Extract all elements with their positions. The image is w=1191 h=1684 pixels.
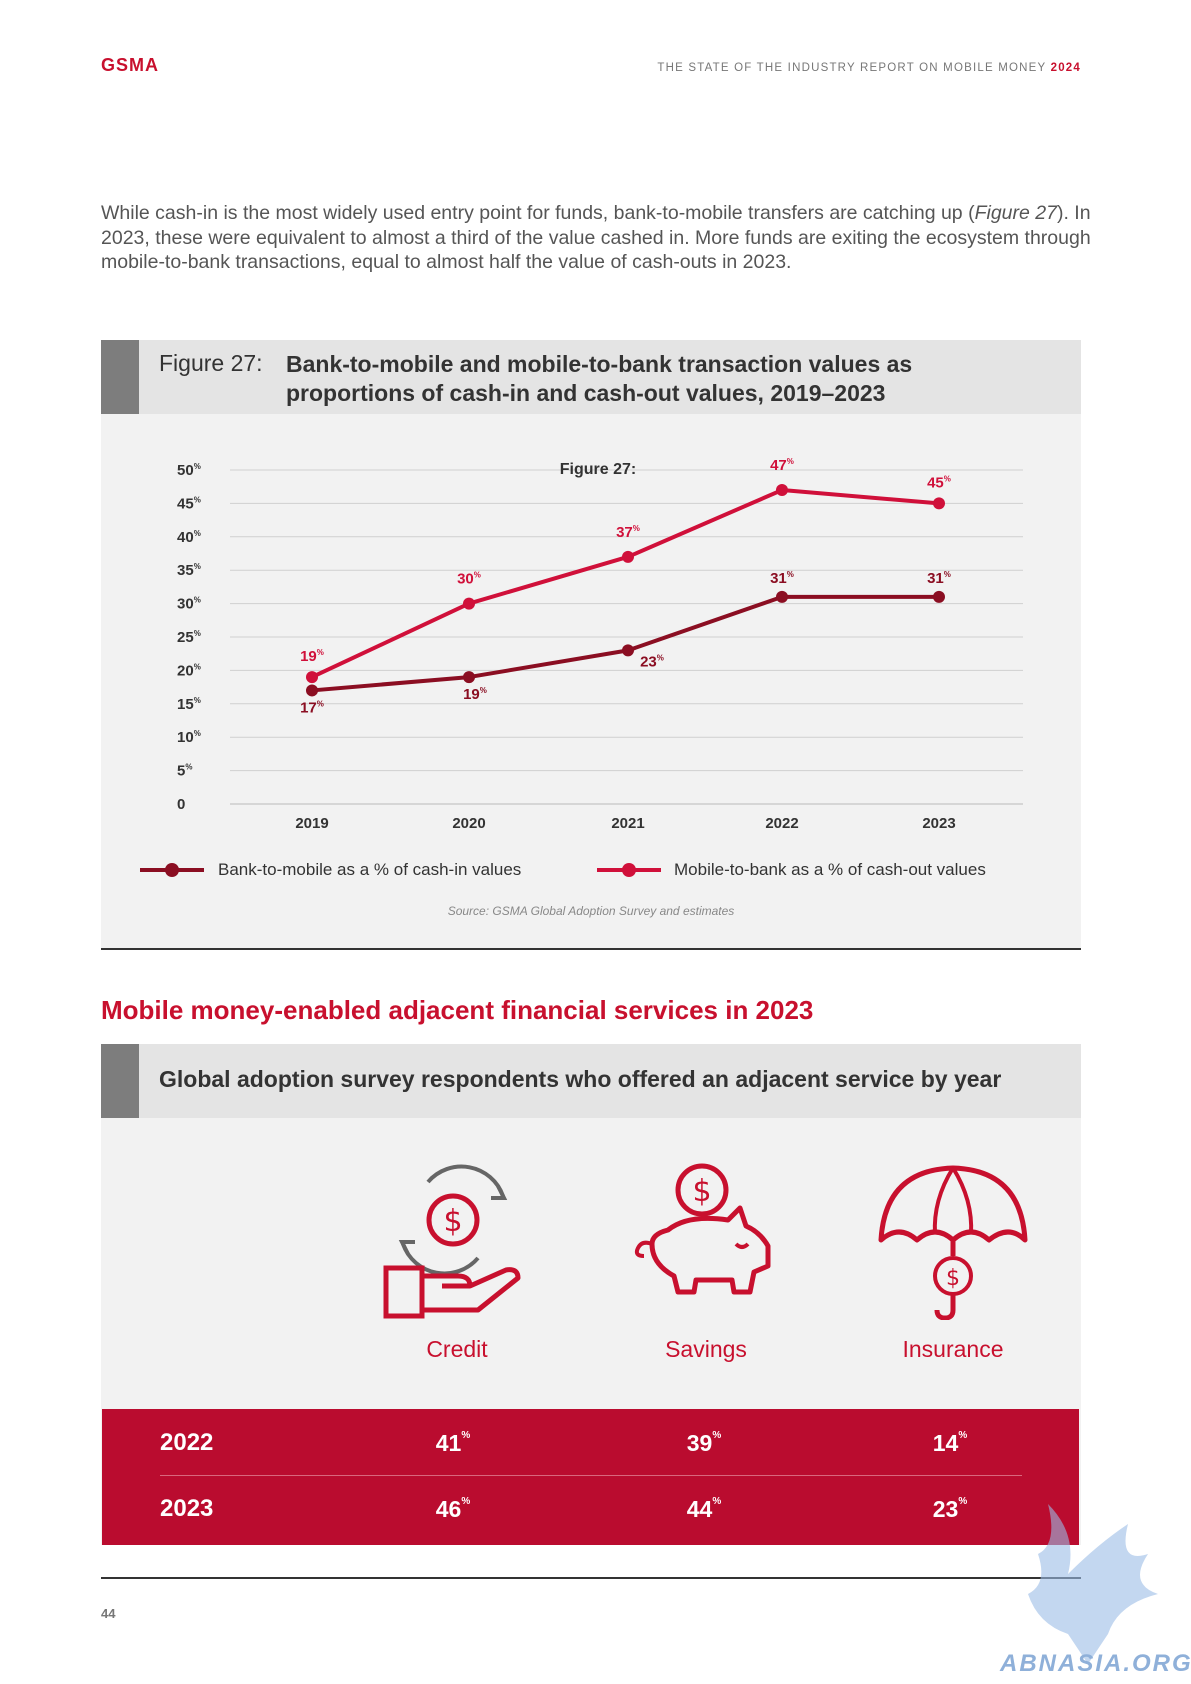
data-label: 19%: [300, 648, 324, 665]
data-label: 31%: [927, 570, 951, 587]
legend-label-mobile-to-bank: Mobile-to-bank as a % of cash-out values: [674, 860, 986, 879]
griffin-watermark-icon: [1028, 1504, 1158, 1664]
piggy-bank-icon: $: [634, 1163, 771, 1295]
savings-2022-value: 39%: [686, 1430, 722, 1456]
y-tick-label: 25%: [177, 629, 201, 646]
y-tick-label: 20%: [177, 662, 201, 679]
credit-2022-value: 41%: [435, 1430, 471, 1456]
page-number: 44: [101, 1606, 116, 1621]
svg-text:$: $: [692, 1174, 711, 1209]
y-tick-label: 35%: [177, 562, 201, 579]
table-row-year-2022: 2022: [160, 1429, 214, 1456]
svg-text:$: $: [946, 1266, 960, 1291]
legend-swatch-mobile-to-bank: [597, 863, 661, 877]
line-chart: 0 5% 10% 15% 20% 25% 30% 35% 40% 45% 50% 2019 2020 20…: [177, 457, 1023, 832]
data-label: 31%: [770, 570, 794, 587]
section-heading: Mobile money-enabled adjacent financial …: [101, 995, 814, 1025]
report-title: THE STATE OF THE INDUSTRY REPORT ON MOBI…: [657, 62, 1081, 74]
data-point: [622, 550, 634, 563]
insurance-2023-value: 23%: [932, 1496, 968, 1522]
service-label-savings: Savings: [665, 1336, 747, 1362]
data-label: 45%: [927, 474, 951, 491]
table-row-year-2023: 2023: [160, 1495, 214, 1522]
services-title: Global adoption survey respondents who o…: [159, 1066, 1002, 1092]
y-tick-label: 40%: [177, 529, 201, 546]
data-label: 23%: [640, 653, 664, 670]
x-tick-label: 2019: [295, 815, 328, 832]
data-point: [622, 644, 634, 657]
credit-2023-value: 46%: [435, 1496, 471, 1522]
y-tick-label: 5%: [177, 763, 192, 780]
data-point: [463, 671, 475, 684]
services-header-accent: [101, 1044, 139, 1118]
x-tick-label: 2023: [922, 815, 955, 832]
figure-header-accent: [101, 340, 139, 414]
figure-label: Figure 27:: [159, 350, 263, 376]
svg-text:$: $: [443, 1204, 462, 1239]
y-tick-label: 45%: [177, 495, 201, 512]
credit-hand-coin-icon: $: [383, 1164, 521, 1319]
series-line-0: [311, 594, 939, 693]
services-header: [101, 1044, 1081, 1118]
y-tick-label: 10%: [177, 729, 201, 746]
data-label: 47%: [770, 457, 794, 474]
data-point: [776, 484, 788, 497]
adoption-rates-table: [102, 1409, 1079, 1545]
y-tick-label: 50%: [177, 462, 201, 479]
x-tick-label: 2020: [452, 815, 485, 832]
savings-2023-value: 44%: [686, 1496, 722, 1522]
bottom-rule: [101, 1577, 1081, 1579]
data-label: 30%: [457, 571, 481, 588]
table-row-divider: [160, 1475, 1022, 1476]
data-label: 19%: [463, 686, 487, 703]
figure-header: [101, 340, 1081, 414]
legend-label-bank-to-mobile: Bank-to-mobile as a % of cash-in values: [218, 860, 522, 879]
x-tick-label: 2021: [611, 815, 644, 832]
data-point: [306, 671, 318, 684]
figure-reference: Figure 27: [974, 202, 1057, 224]
umbrella-coin-icon: $: [878, 1165, 1028, 1320]
gsma-logo: GSMA: [101, 55, 159, 75]
legend-swatch-bank-to-mobile: [140, 863, 204, 877]
figure-panel: [101, 340, 1081, 950]
data-point: [463, 597, 475, 610]
y-tick-label: 30%: [177, 596, 201, 613]
intro-paragraph: While cash-in is the most widely used en…: [101, 202, 1091, 273]
data-point: [306, 684, 318, 697]
service-label-insurance: Insurance: [902, 1336, 1004, 1362]
insurance-2022-value: 14%: [932, 1430, 968, 1456]
chart-source: Source: GSMA Global Adoption Survey and …: [447, 904, 735, 918]
x-tick-label: 2022: [765, 815, 798, 832]
figure-title: Bank-to-mobile and mobile-to-bank transa…: [286, 351, 913, 406]
y-tick-label: 15%: [177, 696, 201, 713]
data-point: [776, 590, 788, 603]
watermark-text: ABNASIA.ORG: [1000, 1650, 1191, 1677]
data-point: [933, 590, 945, 603]
data-label: 37%: [616, 524, 640, 541]
data-point: [933, 497, 945, 510]
data-label: 17%: [300, 699, 324, 716]
chart-inner-label: Figure 27:: [560, 461, 636, 478]
service-label-credit: Credit: [426, 1336, 488, 1362]
y-tick-label: 0: [177, 796, 185, 813]
